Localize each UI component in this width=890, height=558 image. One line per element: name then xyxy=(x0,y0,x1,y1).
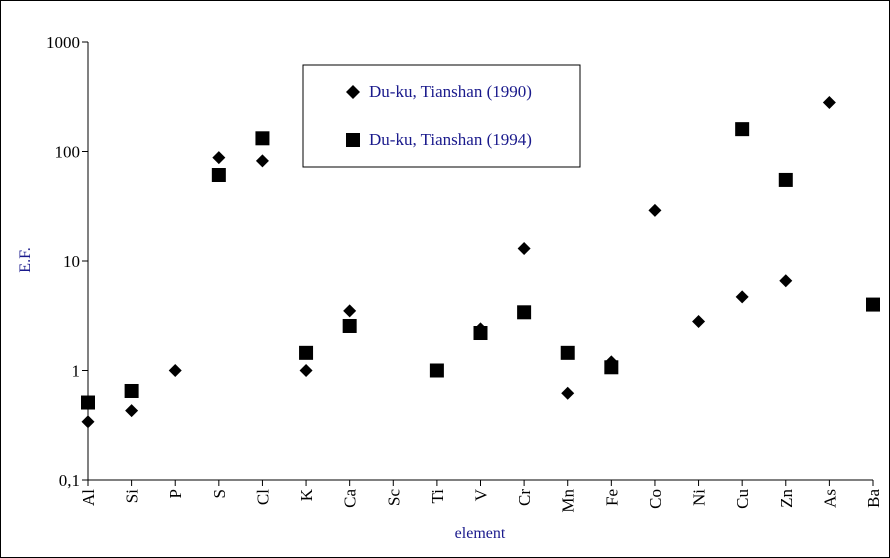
y-tick-label: 1 xyxy=(72,362,81,381)
data-point-1994 xyxy=(81,395,95,410)
data-point-1990 xyxy=(779,274,793,288)
y-tick-label: 100 xyxy=(55,143,81,162)
data-point-1994 xyxy=(560,345,575,360)
x-tick-label: Co xyxy=(646,489,665,509)
data-point-1994 xyxy=(255,131,270,146)
data-point-1994 xyxy=(342,318,357,333)
data-point-1990 xyxy=(212,151,226,165)
data-point-1994 xyxy=(778,172,793,187)
data-point-1990 xyxy=(517,242,531,256)
x-tick-label: Ca xyxy=(341,489,360,508)
data-point-1994 xyxy=(473,326,488,341)
data-point-1994 xyxy=(735,122,750,137)
x-tick-label: V xyxy=(472,488,491,501)
data-point-1994 xyxy=(299,345,314,360)
y-axis-title: E.F. xyxy=(17,247,34,272)
data-point-1990 xyxy=(125,404,139,418)
data-point-1990 xyxy=(255,154,269,168)
x-tick-label: P xyxy=(166,489,185,498)
legend-box xyxy=(302,64,581,168)
x-tick-label: Ni xyxy=(690,489,709,506)
x-tick-label: K xyxy=(297,488,316,501)
x-tick-label: Al xyxy=(79,489,98,506)
x-axis-title: element xyxy=(455,525,506,542)
data-point-1994 xyxy=(517,305,532,320)
data-point-1994 xyxy=(866,297,880,312)
x-tick-label: Cl xyxy=(253,489,272,505)
x-tick-label: Cu xyxy=(733,489,752,509)
data-point-1994 xyxy=(124,383,139,398)
data-point-1990 xyxy=(648,203,662,217)
x-tick-label: As xyxy=(820,489,839,508)
data-point-1990 xyxy=(168,364,182,377)
y-tick-label: 0,1 xyxy=(59,471,80,490)
y-tick-label: 10 xyxy=(63,252,80,271)
x-tick-label: Sc xyxy=(384,489,403,506)
x-axis: Al Si P S Cl K Ca Sc Ti V Cr Mn Fe Co Ni Cu Zn As Ba xyxy=(79,479,883,513)
legend-diamond-marker xyxy=(346,85,360,99)
legend-entry-1994: Du-ku, Tianshan (1994) xyxy=(369,130,532,149)
data-point-1994 xyxy=(429,363,444,378)
x-tick-label: Mn xyxy=(559,489,578,513)
x-tick-label: Fe xyxy=(602,489,621,506)
data-point-1994 xyxy=(211,168,226,183)
x-tick-label: S xyxy=(210,489,229,498)
x-tick-label: Ti xyxy=(428,489,447,504)
data-point-1990 xyxy=(692,315,706,329)
data-point-1990 xyxy=(822,96,836,110)
data-point-1990 xyxy=(561,386,575,400)
x-tick-label: Si xyxy=(123,489,142,503)
x-tick-label: Ba xyxy=(864,489,883,508)
legend: Du-ku, Tianshan (1990) Du-ku, Tianshan (… xyxy=(302,64,581,168)
x-tick-label: Zn xyxy=(777,489,796,508)
x-tick-label: Cr xyxy=(515,489,534,506)
data-point-1990 xyxy=(735,290,749,304)
legend-entry-1990: Du-ku, Tianshan (1990) xyxy=(369,82,532,101)
data-point-1990 xyxy=(81,415,95,429)
data-point-1990 xyxy=(299,364,313,377)
data-point-1994 xyxy=(604,360,619,375)
y-tick-label: 1000 xyxy=(46,33,80,52)
data-point-1990 xyxy=(343,304,357,318)
data-marks xyxy=(81,96,880,429)
legend-square-marker xyxy=(346,133,360,147)
